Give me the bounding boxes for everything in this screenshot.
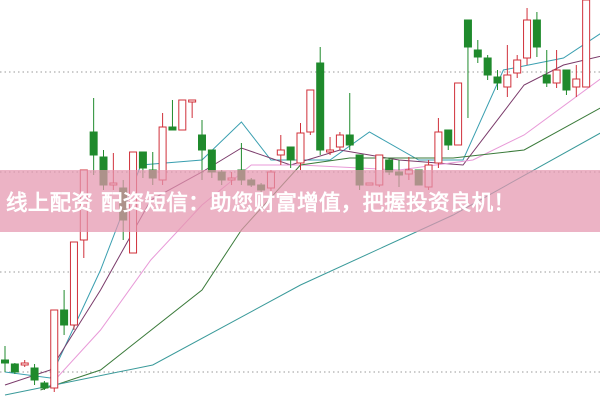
- candle-up: [50, 309, 59, 389]
- candle-down: [345, 134, 354, 146]
- candle-up: [582, 0, 591, 88]
- candle-up: [434, 131, 443, 164]
- candle-up: [178, 99, 187, 131]
- candle-down: [198, 134, 206, 151]
- candle-down: [493, 76, 502, 84]
- candle-down: [60, 309, 69, 326]
- candle-up: [513, 59, 522, 74]
- banner-text: 线上配资 配资短信：助您财富增值，把握投资良机！: [6, 190, 516, 216]
- candle-up: [306, 89, 315, 133]
- ad-banner[interactable]: 线上配资 配资短信：助您财富增值，把握投资良机！: [0, 170, 600, 232]
- candle-down: [1, 359, 9, 364]
- candle-up: [69, 241, 78, 326]
- candle-down: [562, 69, 571, 91]
- candle-up: [20, 362, 29, 366]
- candle-up: [523, 19, 532, 59]
- candle-up: [552, 69, 561, 84]
- candle-down: [444, 129, 453, 146]
- candle-down: [138, 151, 147, 169]
- candle-down: [542, 74, 551, 84]
- candle-down: [89, 131, 98, 156]
- candle-up: [326, 149, 335, 153]
- candle-down: [10, 363, 19, 373]
- moving-average-line: [49, 78, 600, 386]
- candle-up: [572, 78, 581, 88]
- candle-down: [316, 62, 325, 151]
- candle-up: [296, 132, 305, 164]
- candle-up: [454, 82, 463, 146]
- candle-down: [207, 149, 216, 173]
- candle-down: [168, 126, 177, 131]
- candle-down: [532, 19, 541, 48]
- candle-up: [503, 74, 512, 88]
- candle-down: [40, 382, 49, 389]
- candle-down: [483, 57, 492, 76]
- candle-down: [30, 367, 39, 381]
- candle-down: [463, 19, 472, 48]
- candle-down: [286, 146, 295, 161]
- candle-up: [335, 134, 344, 148]
- candle-up: [188, 99, 197, 103]
- candle-up: [276, 149, 285, 156]
- candle-down: [473, 49, 482, 58]
